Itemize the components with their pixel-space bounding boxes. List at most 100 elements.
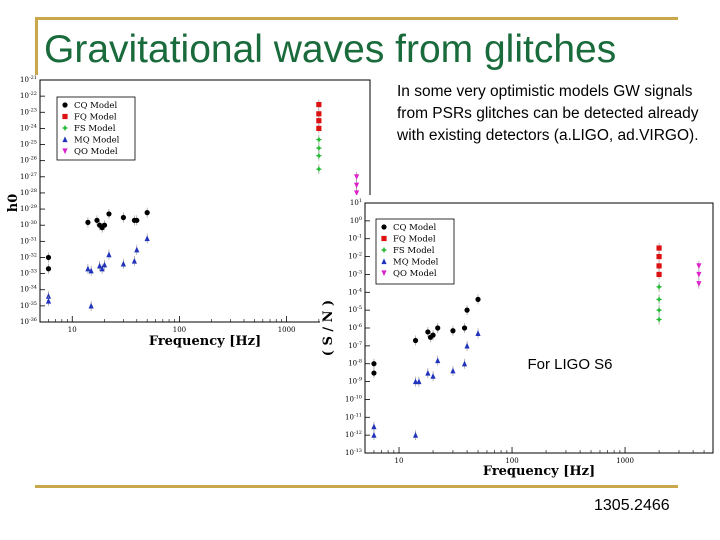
- snr-y-tick-label: 10-9: [348, 377, 362, 386]
- snr-data-point: [656, 263, 662, 269]
- h0-data-point: [106, 211, 112, 217]
- h0-data-point: [99, 265, 105, 272]
- h0-data-point: [106, 251, 112, 258]
- snr-chart-svg: Frequency [Hz] ( S / N ) For LIGO S6 10-…: [321, 198, 714, 479]
- snr-annotation: For LIGO S6: [527, 356, 612, 373]
- h0-legend-label: MQ Model: [74, 136, 120, 146]
- h0-data-point: [45, 266, 52, 272]
- snr-y-tick-label: 101: [350, 198, 362, 207]
- h0-legend-marker: [61, 124, 69, 132]
- h0-y-tick-label: 10-35: [20, 301, 37, 310]
- snr-y-axis-label: ( S / N ): [321, 300, 336, 356]
- snr-y-tick-label: 10-2: [348, 252, 362, 261]
- snr-chart: Frequency [Hz] ( S / N ) For LIGO S6 10-…: [320, 195, 718, 480]
- snr-data-point: [696, 271, 702, 278]
- footer-rule: [35, 485, 678, 488]
- snr-y-tick-label: 10-6: [348, 323, 362, 332]
- snr-y-tick-label: 10-1: [348, 234, 362, 243]
- snr-data-point: [461, 360, 468, 367]
- snr-data-point: [435, 357, 441, 364]
- h0-data-point: [45, 254, 52, 261]
- h0-legend-label: FQ Model: [74, 113, 117, 123]
- h0-data-point: [85, 265, 91, 272]
- snr-y-tick-label: 10-11: [345, 412, 362, 421]
- snr-legend-marker: [381, 270, 387, 277]
- h0-legend-marker: [62, 102, 68, 108]
- h0-data-point: [120, 214, 126, 221]
- h0-data-point: [315, 152, 323, 160]
- arxiv-reference: 1305.2466: [594, 497, 670, 514]
- snr-legend: [375, 218, 455, 285]
- snr-legend-label: FS Model: [393, 246, 435, 256]
- h0-y-tick-label: 10-21: [20, 75, 37, 84]
- h0-data-point: [45, 293, 52, 299]
- h0-data-point: [354, 174, 360, 180]
- snr-legend-marker: [381, 224, 387, 230]
- snr-y-tick-label: 10-7: [348, 341, 362, 350]
- snr-legend-label: MQ Model: [393, 258, 439, 268]
- h0-y-tick-label: 10-33: [20, 269, 37, 278]
- snr-legend-marker: [381, 235, 387, 242]
- h0-legend: [56, 96, 136, 161]
- h0-legend-marker: [62, 148, 68, 155]
- h0-data-point: [88, 302, 94, 309]
- snr-data-point: [464, 307, 470, 313]
- h0-y-tick-label: 10-22: [20, 91, 37, 100]
- h0-data-point: [134, 217, 140, 223]
- snr-data-point: [696, 281, 702, 287]
- h0-data-point: [120, 260, 126, 267]
- snr-data-point: [461, 325, 468, 331]
- h0-y-tick-label: 10-31: [20, 236, 37, 245]
- h0-legend-label: CQ Model: [74, 101, 117, 111]
- h0-x-tick-label: 1000: [278, 326, 296, 334]
- snr-y-tick-label: 100: [350, 216, 362, 225]
- snr-data-point: [371, 432, 377, 438]
- h0-data-point: [316, 118, 322, 124]
- snr-x-tick-label: 1000: [616, 457, 634, 465]
- snr-legend-label: FQ Model: [393, 235, 436, 245]
- snr-data-point: [475, 330, 481, 336]
- h0-y-tick-label: 10-30: [20, 220, 37, 229]
- h0-y-tick-label: 10-26: [20, 156, 37, 165]
- h0-data-point: [144, 235, 150, 242]
- title-rule-left: [35, 17, 38, 75]
- h0-data-point: [85, 219, 91, 225]
- snr-data-point: [371, 361, 377, 367]
- h0-y-tick-label: 10-29: [20, 204, 37, 213]
- h0-data-point: [45, 297, 52, 304]
- h0-data-point: [316, 101, 322, 108]
- title-rule-top: [35, 17, 678, 20]
- snr-data-point: [655, 316, 663, 323]
- snr-legend-marker: [381, 258, 387, 265]
- snr-data-point: [656, 271, 662, 278]
- h0-legend-label: FS Model: [74, 124, 116, 134]
- h0-data-point: [131, 257, 137, 264]
- h0-data-point: [88, 267, 94, 274]
- snr-legend-label: CQ Model: [393, 223, 436, 233]
- snr-data-point: [430, 332, 436, 338]
- snr-y-tick-label: 10-4: [348, 287, 362, 296]
- snr-data-point: [656, 245, 662, 251]
- h0-x-tick-label: 10: [68, 326, 77, 334]
- snr-x-tick-label: 100: [505, 457, 518, 465]
- h0-data-point: [354, 190, 360, 197]
- h0-x-axis-label: Frequency [Hz]: [149, 334, 261, 349]
- snr-data-point: [430, 373, 436, 379]
- snr-data-point: [655, 306, 663, 314]
- snr-data-point: [412, 432, 419, 438]
- snr-x-axis-label: Frequency [Hz]: [483, 464, 595, 479]
- h0-y-tick-label: 10-36: [20, 317, 37, 326]
- h0-legend-label: QO Model: [74, 147, 118, 157]
- snr-y-tick-label: 10-12: [345, 430, 362, 439]
- h0-y-tick-label: 10-27: [20, 172, 37, 181]
- snr-data-point: [435, 325, 441, 331]
- snr-legend-label: QO Model: [393, 269, 437, 279]
- snr-data-point: [450, 328, 456, 334]
- snr-data-point: [655, 283, 663, 291]
- snr-data-point: [371, 423, 377, 430]
- note-text: In some very optimistic models GW signal…: [397, 83, 699, 144]
- h0-data-point: [315, 136, 323, 143]
- h0-data-point: [97, 262, 103, 269]
- h0-data-point: [101, 261, 108, 268]
- h0-y-tick-label: 10-32: [20, 252, 37, 261]
